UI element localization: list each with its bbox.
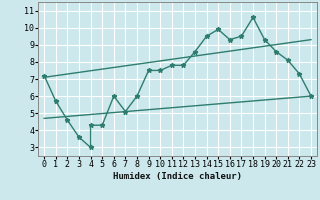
X-axis label: Humidex (Indice chaleur): Humidex (Indice chaleur) bbox=[113, 172, 242, 181]
